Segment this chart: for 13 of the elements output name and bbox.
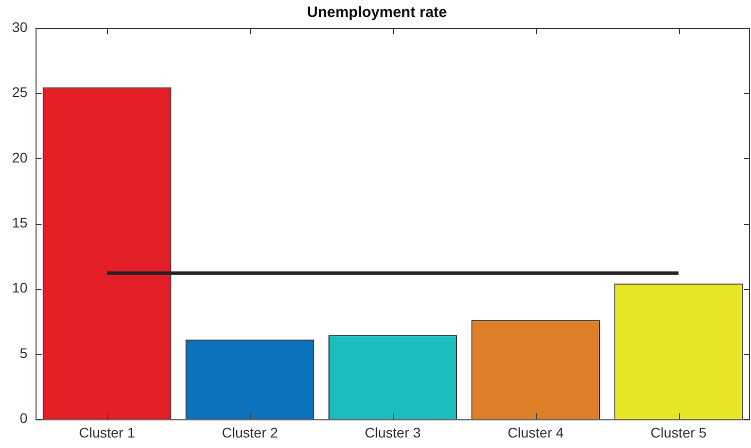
- y-tick-label: 30: [12, 18, 28, 35]
- y-tick-label: 15: [12, 214, 28, 230]
- chart-title: Unemployment rate: [306, 4, 448, 22]
- x-tick-label: Cluster 3: [364, 424, 422, 440]
- x-tick-label: Cluster 1: [79, 424, 136, 440]
- x-tick-label: Cluster 2: [222, 424, 278, 440]
- y-tick-label: 5: [20, 344, 28, 361]
- y-tick-label: 20: [12, 149, 28, 166]
- x-tick-label: Cluster 5: [650, 424, 707, 440]
- x-tick-label: Cluster 4: [508, 424, 564, 440]
- y-tick-label: 10: [12, 280, 28, 296]
- y-tick-label: 0: [20, 410, 28, 426]
- y-tick-label: 25: [12, 84, 28, 100]
